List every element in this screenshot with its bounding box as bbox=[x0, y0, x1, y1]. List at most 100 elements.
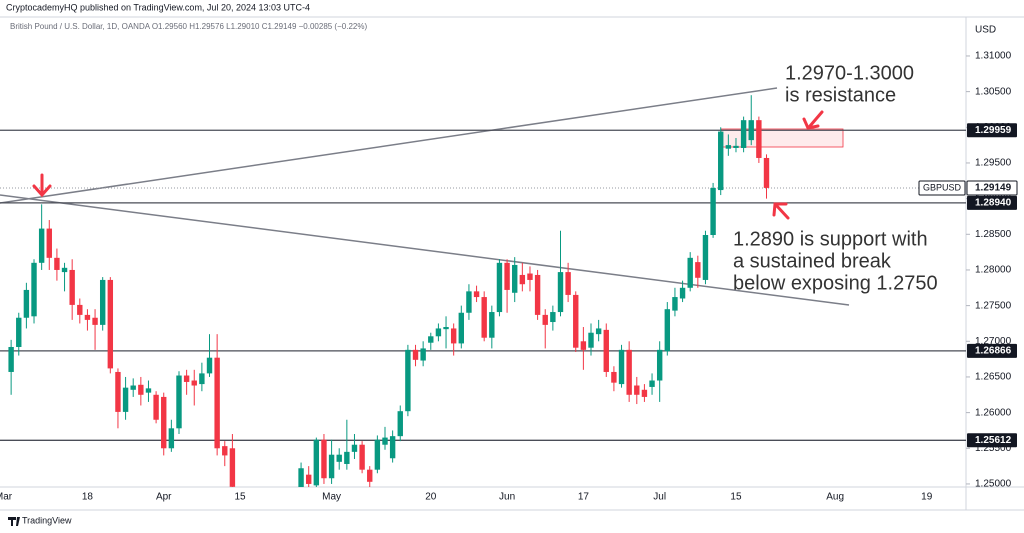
candle-body bbox=[702, 235, 709, 280]
candle-body bbox=[145, 388, 152, 393]
candle-body bbox=[306, 474, 312, 484]
candle-body bbox=[489, 312, 495, 338]
candle-body bbox=[84, 314, 91, 320]
candle-body bbox=[534, 274, 541, 315]
candle-body bbox=[298, 468, 304, 487]
candle-body bbox=[718, 131, 724, 191]
candle-body bbox=[130, 385, 136, 390]
annotation: 1.2890 is support with bbox=[733, 228, 928, 250]
candle-body bbox=[618, 349, 625, 385]
candle-body bbox=[199, 373, 205, 385]
candle-body bbox=[466, 291, 472, 313]
candle-body bbox=[504, 262, 510, 290]
x-tick-label: 15 bbox=[730, 492, 742, 503]
last-price-tag bbox=[966, 180, 1018, 196]
candle-body bbox=[573, 294, 579, 348]
candle-body bbox=[443, 327, 449, 330]
y-tick-label: 1.29500 bbox=[975, 158, 1012, 169]
candle-body bbox=[580, 341, 587, 350]
footer: TradingView bbox=[8, 515, 72, 526]
candle-body bbox=[344, 451, 350, 464]
candle-body bbox=[92, 317, 98, 325]
candle-body bbox=[23, 289, 30, 318]
y-tick-label: 1.31000 bbox=[975, 51, 1012, 62]
candle-body bbox=[763, 157, 770, 188]
candle-body bbox=[122, 387, 129, 412]
last-price-label: 1.29149 bbox=[975, 183, 1012, 194]
annotation: is resistance bbox=[785, 84, 896, 106]
annotation: below exposing 1.2750 bbox=[733, 272, 938, 294]
candle-body bbox=[153, 394, 159, 420]
x-tick-label: 20 bbox=[425, 492, 437, 503]
candle-body bbox=[527, 273, 533, 280]
x-tick-label: 15 bbox=[234, 492, 246, 503]
candle-body bbox=[321, 439, 327, 479]
candle-body bbox=[634, 385, 640, 395]
resistance-zone bbox=[720, 128, 844, 148]
candle-body bbox=[183, 375, 190, 382]
candle-body bbox=[450, 328, 457, 344]
y-tick-label: 1.28000 bbox=[975, 265, 1012, 276]
candle-body bbox=[397, 411, 403, 437]
candle-body bbox=[557, 272, 564, 313]
candle-body bbox=[222, 446, 228, 456]
candle-body bbox=[603, 329, 609, 372]
candle-body bbox=[626, 349, 632, 395]
candle-body bbox=[710, 187, 716, 236]
candle-body bbox=[16, 317, 22, 347]
candle-body bbox=[733, 145, 739, 148]
candle-body bbox=[679, 287, 686, 299]
candle-body bbox=[336, 454, 342, 462]
candle-body bbox=[367, 469, 373, 482]
trend-line bbox=[0, 194, 850, 306]
plot bbox=[0, 87, 966, 487]
brand: TradingView bbox=[22, 515, 72, 525]
candle-body bbox=[176, 375, 182, 429]
candle-body bbox=[611, 371, 617, 383]
candle-body bbox=[748, 120, 754, 141]
candle-body bbox=[77, 304, 83, 315]
x-tick-label: 19 bbox=[921, 492, 933, 503]
x-tick-label: Aug bbox=[826, 492, 844, 503]
candle-body bbox=[512, 264, 518, 293]
level-label: 1.29959 bbox=[975, 125, 1012, 136]
candle-body bbox=[359, 444, 365, 470]
candle-body bbox=[206, 357, 213, 374]
candle-body bbox=[138, 384, 144, 395]
candle-body bbox=[695, 262, 701, 278]
annotation: 1.2970-1.3000 bbox=[785, 62, 914, 84]
y-tick-label: 1.26000 bbox=[975, 407, 1012, 418]
candle-body bbox=[107, 279, 114, 369]
candle-body bbox=[565, 272, 571, 295]
candle-body bbox=[115, 371, 121, 412]
candle-body bbox=[641, 389, 648, 397]
candle-body bbox=[458, 312, 464, 344]
candle-body bbox=[313, 439, 320, 486]
candle-body bbox=[389, 436, 396, 459]
x-tick-label: May bbox=[322, 492, 341, 503]
x-tick-label: 18 bbox=[82, 492, 94, 503]
x-tick-label: Jun bbox=[499, 492, 515, 503]
candle-body bbox=[672, 297, 678, 311]
level-label: 1.28940 bbox=[975, 198, 1012, 209]
candle-body bbox=[664, 309, 671, 352]
candle-body bbox=[161, 396, 167, 449]
candle-body bbox=[687, 257, 693, 288]
candle-body bbox=[740, 120, 747, 148]
level-tag bbox=[967, 123, 1017, 138]
level-tag bbox=[967, 433, 1017, 448]
y-tick-label: 1.25000 bbox=[975, 479, 1012, 490]
symbol-info: British Pound / U.S. Dollar, 1D, OANDA O… bbox=[10, 22, 367, 31]
candle-body bbox=[595, 328, 602, 335]
candle-body bbox=[542, 314, 548, 325]
y-tick-label: 1.25500 bbox=[975, 443, 1012, 454]
y-tick-label: 1.28500 bbox=[975, 229, 1012, 240]
level-label: 1.26866 bbox=[975, 345, 1012, 356]
candle-body bbox=[229, 448, 236, 487]
candle-body bbox=[496, 262, 503, 313]
candle-body bbox=[374, 439, 381, 470]
candle-body bbox=[412, 349, 419, 360]
y-tick-label: 1.27500 bbox=[975, 300, 1012, 311]
